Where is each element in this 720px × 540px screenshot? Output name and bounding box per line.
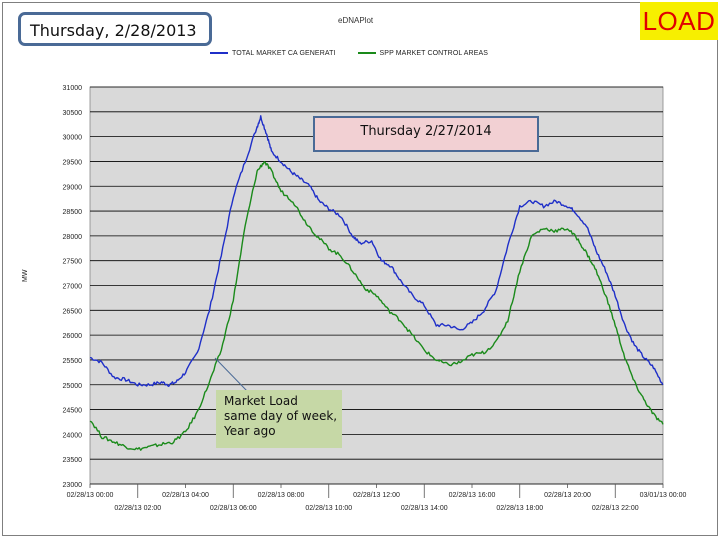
legend-swatch-blue — [210, 52, 228, 54]
annotation-box: Market Load same day of week, Year ago — [216, 390, 342, 448]
y-tick-label: 28500 — [63, 209, 83, 216]
legend-item-blue: TOTAL MARKET CA GENERATI — [210, 50, 336, 57]
y-tick-label: 25000 — [63, 383, 83, 390]
y-tick-label: 24500 — [63, 408, 83, 415]
legend-label-blue: TOTAL MARKET CA GENERATI — [232, 49, 336, 57]
load-badge: LOAD — [640, 2, 718, 40]
annotation-line-1: Market Load — [224, 394, 298, 408]
x-tick-label: 02/28/13 10:00 — [305, 505, 352, 512]
y-tick-label: 25500 — [63, 358, 83, 365]
y-tick-label: 30500 — [63, 110, 83, 117]
y-tick-label: 30000 — [63, 135, 83, 142]
x-tick-label: 02/28/13 00:00 — [67, 492, 114, 499]
legend-item-green: SPP MARKET CONTROL AREAS — [357, 49, 488, 57]
x-tick-label: 02/28/13 04:00 — [162, 492, 209, 499]
y-tick-label: 26000 — [63, 333, 83, 340]
x-tick-label: 02/28/13 02:00 — [114, 505, 161, 512]
annotation-line-2: same day of week, — [224, 409, 338, 423]
plot-source-label: eDNAPlot — [338, 16, 374, 25]
annotation-line-3: Year ago — [224, 424, 276, 438]
comparison-label: Thursday 2/27/2014 — [313, 116, 539, 152]
chart-legend: TOTAL MARKET CA GENERATI SPP MARKET CONT… — [210, 46, 510, 60]
y-tick-label: 29500 — [63, 159, 83, 166]
y-tick-label: 28000 — [63, 234, 83, 241]
annotation-pointer — [214, 357, 249, 393]
x-tick-label: 02/28/13 14:00 — [401, 505, 448, 512]
x-tick-label: 02/28/13 06:00 — [210, 505, 257, 512]
x-tick-label: 02/28/13 18:00 — [496, 505, 543, 512]
y-tick-label: 26500 — [63, 308, 83, 315]
series-line-total-market — [89, 115, 664, 387]
y-tick-label: 31000 — [63, 85, 83, 92]
y-tick-label: 23500 — [63, 457, 83, 464]
x-tick-label: 02/28/13 12:00 — [353, 492, 400, 499]
legend-swatch-green — [357, 52, 376, 54]
date-label: Thursday, 2/28/2013 — [18, 12, 212, 46]
legend-label-green: SPP MARKET CONTROL AREAS — [379, 49, 488, 57]
y-tick-label: 29000 — [63, 184, 83, 191]
x-tick-label: 02/28/13 08:00 — [258, 492, 305, 499]
x-tick-label: 02/28/13 22:00 — [592, 505, 639, 512]
x-tick-label: 03/01/13 00:00 — [640, 492, 687, 499]
y-tick-label: 27500 — [63, 259, 83, 266]
y-tick-label: 23000 — [63, 482, 83, 489]
y-tick-label: 24000 — [63, 432, 83, 439]
x-tick-label: 02/28/13 16:00 — [449, 492, 496, 499]
y-tick-label: 27000 — [63, 284, 83, 291]
x-tick-label: 02/28/13 20:00 — [544, 492, 591, 499]
series-line-spp-market — [89, 160, 664, 451]
